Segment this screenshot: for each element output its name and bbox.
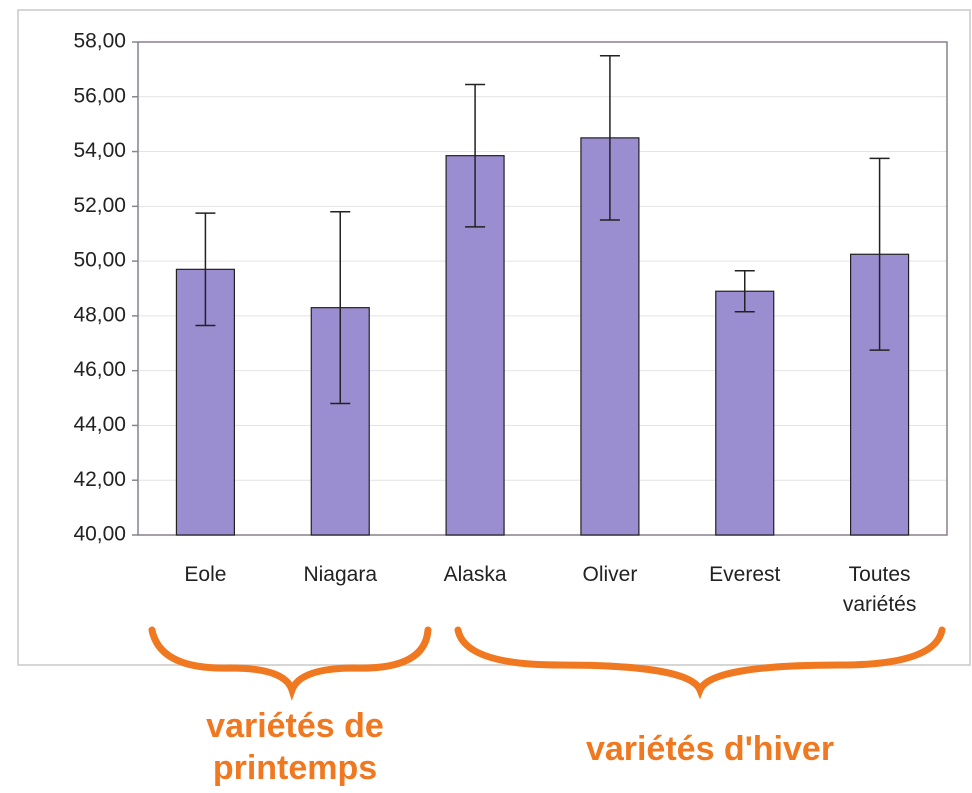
error-bar xyxy=(330,211,351,405)
annotation: variétés d'hiver xyxy=(585,730,835,768)
brace-spring xyxy=(148,626,432,701)
x-tick-label: Niagara xyxy=(303,563,378,586)
error-bar xyxy=(734,269,755,313)
y-tick-label: 52,00 xyxy=(73,194,126,217)
y-tick-label: 44,00 xyxy=(73,413,126,436)
plot-border xyxy=(137,41,948,536)
error-bar xyxy=(465,83,486,228)
annotation: variétés de printemps xyxy=(206,707,384,787)
y-tick-label: 46,00 xyxy=(73,358,126,381)
bar xyxy=(715,290,775,536)
x-tick-label: Alaska xyxy=(443,563,507,586)
x-tick-label: Oliver xyxy=(582,563,638,586)
error-bar xyxy=(599,54,620,221)
x-tick-label: Eole xyxy=(184,563,227,586)
y-tick-label: 48,00 xyxy=(73,303,126,326)
y-tick-label: 42,00 xyxy=(73,468,126,491)
x-tick-label: Everest xyxy=(709,563,781,586)
error-bar xyxy=(869,157,890,351)
y-tick-label: 56,00 xyxy=(73,84,126,107)
error-bar xyxy=(195,212,216,327)
chart-frame xyxy=(17,9,971,666)
y-tick-label: 50,00 xyxy=(73,249,126,272)
x-tick-label: Toutes variétés xyxy=(842,563,917,616)
y-tick-label: 40,00 xyxy=(73,523,126,546)
y-tick-label: 58,00 xyxy=(73,30,126,53)
y-tick-label: 54,00 xyxy=(73,139,126,162)
brace-winter xyxy=(454,626,946,700)
